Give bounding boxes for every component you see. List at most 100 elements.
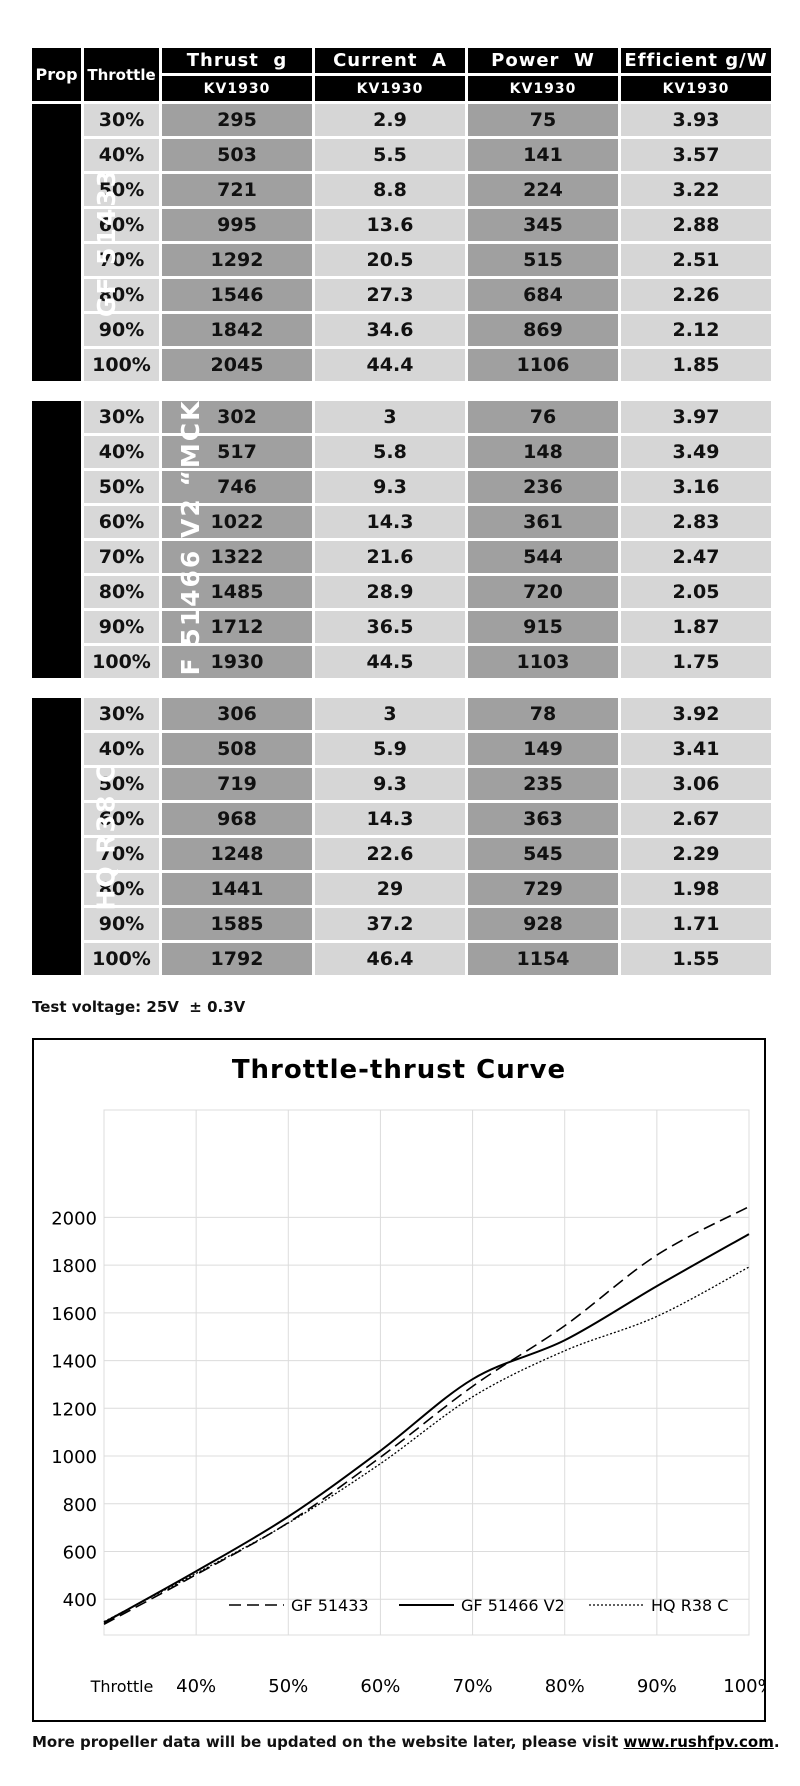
throttle-cell: 90%: [84, 611, 159, 643]
current-cell: 14.3: [315, 803, 465, 835]
efficiency-cell: 3.92: [621, 698, 771, 730]
prop-name: HQ R38 C: [91, 762, 121, 911]
y-tick-label: 600: [63, 1542, 97, 1563]
table-row: 50% 746 9.3 236 3.16: [32, 471, 771, 503]
efficiency-cell: 1.85: [621, 349, 771, 381]
thrust-cell: 746: [162, 471, 312, 503]
thrust-cell: 503: [162, 139, 312, 171]
efficiency-cell: 2.88: [621, 209, 771, 241]
table-row: 50% 719 9.3 235 3.06: [32, 768, 771, 800]
thrust-cell: 719: [162, 768, 312, 800]
current-cell: 9.3: [315, 471, 465, 503]
efficiency-cell: 3.93: [621, 104, 771, 136]
current-cell: 3: [315, 698, 465, 730]
table-row: 80% 1485 28.9 720 2.05: [32, 576, 771, 608]
thrust-cell: 1441: [162, 873, 312, 905]
thrust-cell: 1022: [162, 506, 312, 538]
power-cell: 235: [468, 768, 618, 800]
footer-note: More propeller data will be updated on t…: [32, 1733, 780, 1751]
table-row: 40% 517 5.8 148 3.49: [32, 436, 771, 468]
power-cell: 224: [468, 174, 618, 206]
throttle-cell: 50%: [84, 471, 159, 503]
footer-end: .: [773, 1733, 780, 1751]
power-cell: 148: [468, 436, 618, 468]
power-cell: 515: [468, 244, 618, 276]
throttle-cell: 80%: [84, 873, 159, 905]
throttle-cell: 100%: [84, 349, 159, 381]
throttle-cell: 70%: [84, 244, 159, 276]
prop-name: GF 51433: [92, 167, 122, 318]
throttle-cell: 40%: [84, 436, 159, 468]
throttle-cell: 100%: [84, 646, 159, 678]
y-tick-label: 400: [63, 1590, 97, 1611]
thrust-cell: 995: [162, 209, 312, 241]
table-row: 100% 1930 44.5 1103 1.75: [32, 646, 771, 678]
throttle-thrust-chart: Throttle-thrust Curve 40% 50% 60% 70% 80% 90% 1…: [32, 1038, 766, 1722]
data-table: Prop Throttle Thrust g Current A Power W…: [29, 45, 774, 978]
footer-text: More propeller data will be updated on t…: [32, 1733, 624, 1751]
thrust-cell: 1712: [162, 611, 312, 643]
efficiency-cell: 2.51: [621, 244, 771, 276]
header-thrust: Thrust g: [162, 48, 312, 73]
power-cell: 363: [468, 803, 618, 835]
table-row: GF 51433 30% 295 2.9 75 3.93: [32, 104, 771, 381]
y-tick-label: 1600: [51, 1304, 97, 1325]
y-tick-label: 1800: [51, 1256, 97, 1277]
current-cell: 5.5: [315, 139, 465, 171]
power-cell: 1103: [468, 646, 618, 678]
efficiency-cell: 3.16: [621, 471, 771, 503]
header-motor-kv: KV1930: [621, 76, 771, 101]
throttle-cell: 80%: [84, 576, 159, 608]
power-cell: 928: [468, 908, 618, 940]
x-tick-label: 50%: [268, 1676, 308, 1697]
legend-label: GF 51433: [291, 1596, 369, 1615]
current-cell: 34.6: [315, 314, 465, 346]
series-line-gf-51466-v2: [103, 1233, 750, 1624]
power-cell: 345: [468, 209, 618, 241]
x-tick-label: 60%: [360, 1676, 400, 1697]
throttle-cell: 60%: [84, 506, 159, 538]
power-cell: 720: [468, 576, 618, 608]
efficiency-cell: 2.12: [621, 314, 771, 346]
current-cell: 44.5: [315, 646, 465, 678]
power-cell: 78: [468, 698, 618, 730]
header-throttle: Throttle: [84, 48, 159, 101]
throttle-cell: 60%: [84, 803, 159, 835]
x-tick-label: 40%: [176, 1676, 216, 1697]
efficiency-cell: 3.06: [621, 768, 771, 800]
table-row: 90% 1842 34.6 869 2.12: [32, 314, 771, 346]
y-tick-label: 2000: [51, 1208, 97, 1229]
power-cell: 76: [468, 401, 618, 433]
table-row: 100% 2045 44.4 1106 1.85: [32, 349, 771, 381]
thrust-cell: 1930: [162, 646, 312, 678]
current-cell: 8.8: [315, 174, 465, 206]
table-row: 50% 721 8.8 224 3.22: [32, 174, 771, 206]
website-link[interactable]: www.rushfpv.com: [623, 1733, 774, 1751]
table-row: HQ R38 C 30% 306 3 78 3.92: [32, 698, 771, 975]
power-cell: 361: [468, 506, 618, 538]
thrust-cell: 517: [162, 436, 312, 468]
power-cell: 869: [468, 314, 618, 346]
x-tick-label: 100%: [723, 1676, 764, 1697]
current-cell: 27.3: [315, 279, 465, 311]
throttle-cell: 90%: [84, 314, 159, 346]
throttle-cell: 100%: [84, 943, 159, 975]
thrust-cell: 1842: [162, 314, 312, 346]
table-body: GF 51433 30% 295 2.9 75 3.93 40% 503 5.5 141 3.57 5…: [32, 104, 771, 975]
table-row: 70% 1292 20.5 515 2.51: [32, 244, 771, 276]
current-cell: 5.8: [315, 436, 465, 468]
series-line-hq-r38-c: [103, 1266, 750, 1623]
power-cell: 149: [468, 733, 618, 765]
power-cell: 75: [468, 104, 618, 136]
efficiency-cell: 3.97: [621, 401, 771, 433]
thrust-cell: 968: [162, 803, 312, 835]
thrust-cell: 1792: [162, 943, 312, 975]
efficiency-cell: 1.87: [621, 611, 771, 643]
thrust-cell: 1485: [162, 576, 312, 608]
thrust-cell: 1322: [162, 541, 312, 573]
thrust-cell: 306: [162, 698, 312, 730]
throttle-cell: 40%: [84, 139, 159, 171]
thrust-cell: 721: [162, 174, 312, 206]
table-row: 40% 508 5.9 149 3.41: [32, 733, 771, 765]
table-row: 90% 1585 37.2 928 1.71: [32, 908, 771, 940]
